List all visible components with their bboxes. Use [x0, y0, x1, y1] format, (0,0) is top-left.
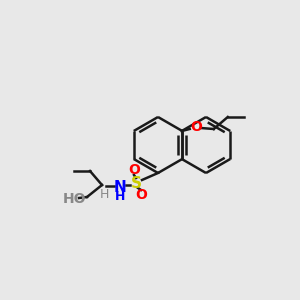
Text: S: S: [130, 176, 142, 190]
Text: H: H: [99, 188, 109, 200]
Text: N: N: [114, 179, 126, 194]
Text: HO: HO: [62, 192, 86, 206]
Text: O: O: [135, 188, 147, 202]
Text: H: H: [115, 190, 125, 203]
Text: O: O: [190, 120, 202, 134]
Text: O: O: [128, 163, 140, 177]
